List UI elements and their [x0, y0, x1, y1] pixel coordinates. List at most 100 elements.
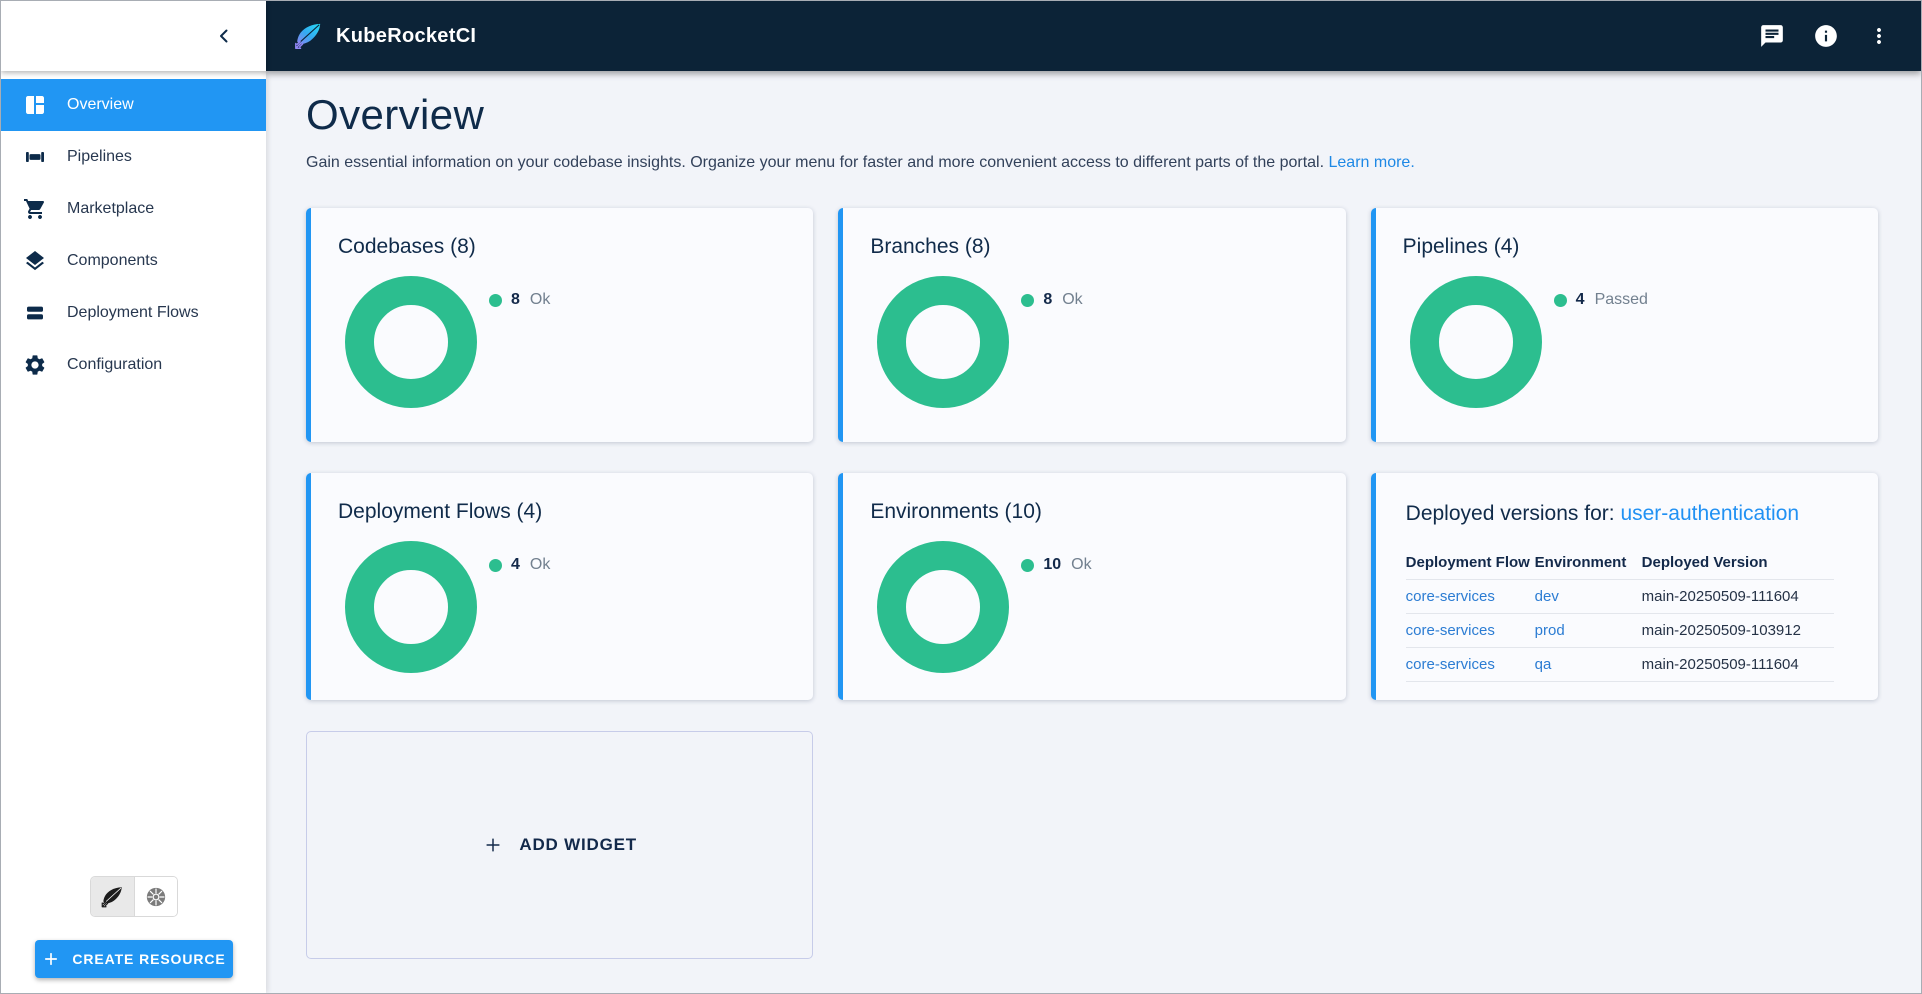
create-resource-button[interactable]: CREATE RESOURCE — [34, 940, 233, 978]
sidebar-item-label: Components — [67, 252, 158, 269]
layers-icon — [23, 249, 47, 273]
topbar-actions — [1759, 23, 1891, 49]
widget-title: Codebases (8) — [338, 235, 476, 258]
widget-card-branches: Branches (8) 8 Ok — [838, 208, 1346, 442]
legend-label: Ok — [529, 291, 551, 308]
info-icon[interactable] — [1813, 23, 1839, 49]
chat-icon[interactable] — [1759, 23, 1785, 49]
donut-chart — [877, 276, 1010, 408]
page-description: Gain essential information on your codeb… — [306, 154, 1878, 172]
donut-chart — [1409, 276, 1542, 408]
chart-legend: 4 Ok — [489, 556, 550, 574]
legend-value: 8 — [511, 291, 520, 308]
legend-label: Ok — [1071, 556, 1092, 573]
widget-title: Pipelines (4) — [1402, 235, 1520, 258]
deployment-flow-link[interactable]: core-services — [1405, 588, 1495, 605]
widget-card-pipelines: Pipelines (4) 4 Passed — [1370, 208, 1878, 442]
legend-dot — [489, 293, 502, 307]
dashboard-icon — [23, 93, 47, 117]
chevron-left-icon — [212, 24, 236, 48]
sidebar-item-overview[interactable]: Overview — [1, 79, 266, 131]
krci-view-toggle-button[interactable] — [90, 877, 134, 916]
deployment-flow-link[interactable]: core-services — [1405, 656, 1495, 673]
legend-dot — [1553, 293, 1567, 307]
sidebar-item-marketplace[interactable]: Marketplace — [1, 183, 266, 235]
donut-chart — [345, 541, 477, 673]
donut-chart — [345, 276, 477, 408]
widgets-row-2: Deployment Flows (4) 4 Ok Environments (… — [306, 473, 1878, 700]
widget-card-deployment-flows: Deployment Flows (4) 4 Ok — [306, 473, 814, 700]
legend-value: 10 — [1043, 556, 1062, 573]
donut-chart — [877, 541, 1010, 673]
legend-dot — [489, 558, 502, 572]
page-title: Overview — [306, 91, 485, 138]
legend-label: Ok — [529, 556, 551, 573]
widget-title: Environments (10) — [870, 500, 1042, 523]
column-header-deployed-version: Deployed Version — [1641, 546, 1834, 580]
sidebar-item-label: Deployment Flows — [67, 304, 199, 321]
sidebar-header — [1, 1, 266, 71]
legend-value: 4 — [1575, 291, 1585, 308]
deployed-version-value: main-20250509-111604 — [1641, 579, 1834, 614]
sidebar-item-deployment-flows[interactable]: Deployment Flows — [1, 287, 266, 339]
plus-icon — [482, 834, 504, 856]
gear-icon — [23, 353, 47, 377]
environment-link[interactable]: dev — [1534, 588, 1559, 605]
widget-title: Deployment Flows (4) — [338, 500, 543, 523]
legend-dot — [1021, 558, 1035, 572]
column-header-deployment-flow: Deployment Flow — [1405, 546, 1535, 580]
deployed-versions-title-text: Deployed versions for: — [1405, 502, 1615, 525]
kubernetes-view-toggle-button[interactable] — [133, 877, 177, 916]
stacked-bars-icon — [23, 301, 47, 325]
environment-link[interactable]: qa — [1534, 656, 1552, 673]
table-row: core-services dev main-20250509-111604 — [1405, 579, 1834, 614]
deployed-version-value: main-20250509-103912 — [1641, 613, 1834, 648]
add-widget-button[interactable]: ADD WIDGET — [306, 731, 814, 959]
chart-legend: 8 Ok — [1021, 291, 1083, 309]
environment-link[interactable]: prod — [1534, 622, 1565, 639]
sidebar-item-label: Configuration — [67, 356, 163, 373]
brand: KubeRocketCI — [293, 21, 476, 51]
krci-feather-icon — [100, 885, 124, 909]
widget-card-deployed-versions: Deployed versions for: user-authenticati… — [1370, 473, 1878, 700]
chart-legend: 4 Passed — [1553, 291, 1648, 309]
widget-title: Branches (8) — [870, 235, 991, 258]
sidebar-item-label: Marketplace — [67, 200, 155, 217]
legend-value: 8 — [1043, 291, 1053, 308]
page-description-text: Gain essential information on your codeb… — [306, 154, 1325, 171]
sidebar-item-label: Pipelines — [67, 148, 132, 165]
column-header-environment: Environment — [1534, 546, 1642, 580]
sidebar-item-configuration[interactable]: Configuration — [1, 339, 266, 391]
deployed-versions-title: Deployed versions for: user-authenticati… — [1406, 502, 1799, 526]
create-resource-label: CREATE RESOURCE — [72, 951, 226, 967]
krci-feather-logo-icon — [293, 21, 323, 51]
sidebar-item-pipelines[interactable]: Pipelines — [1, 131, 266, 183]
widgets-grid: Codebases (8) 8 Ok Branches (8) 8 Ok — [306, 208, 1878, 959]
sidebar-item-components[interactable]: Components — [1, 235, 266, 287]
widget-card-codebases: Codebases (8) 8 Ok — [306, 208, 814, 442]
topbar: KubeRocketCI — [266, 1, 1921, 71]
kebab-menu-icon[interactable] — [1867, 23, 1891, 49]
widgets-row-1: Codebases (8) 8 Ok Branches (8) 8 Ok — [306, 208, 1878, 442]
learn-more-link[interactable]: Learn more. — [1328, 154, 1415, 171]
kubernetes-icon — [145, 886, 167, 908]
deployed-versions-table: Deployment Flow Environment Deployed Ver… — [1405, 546, 1834, 682]
sidebar-collapse-button[interactable] — [212, 24, 236, 48]
cart-icon — [23, 197, 47, 221]
widget-card-environments: Environments (10) 10 Ok — [838, 473, 1346, 700]
plus-icon — [41, 949, 61, 969]
legend-value: 4 — [511, 556, 520, 573]
sidebar: Overview Pipelines Marketplace Component… — [1, 71, 266, 993]
codebase-link[interactable]: user-authentication — [1620, 502, 1800, 525]
main-content: Overview Gain essential information on y… — [266, 71, 1921, 993]
pipelines-icon — [23, 145, 47, 169]
legend-dot — [1021, 293, 1035, 307]
table-row: core-services prod main-20250509-103912 — [1405, 613, 1834, 648]
chart-legend: 10 Ok — [1021, 556, 1092, 574]
legend-label: Passed — [1594, 291, 1648, 308]
deployment-flow-link[interactable]: core-services — [1405, 622, 1495, 639]
brand-name: KubeRocketCI — [336, 24, 477, 47]
sidebar-item-label: Overview — [67, 96, 134, 113]
chart-legend: 8 Ok — [489, 291, 550, 309]
